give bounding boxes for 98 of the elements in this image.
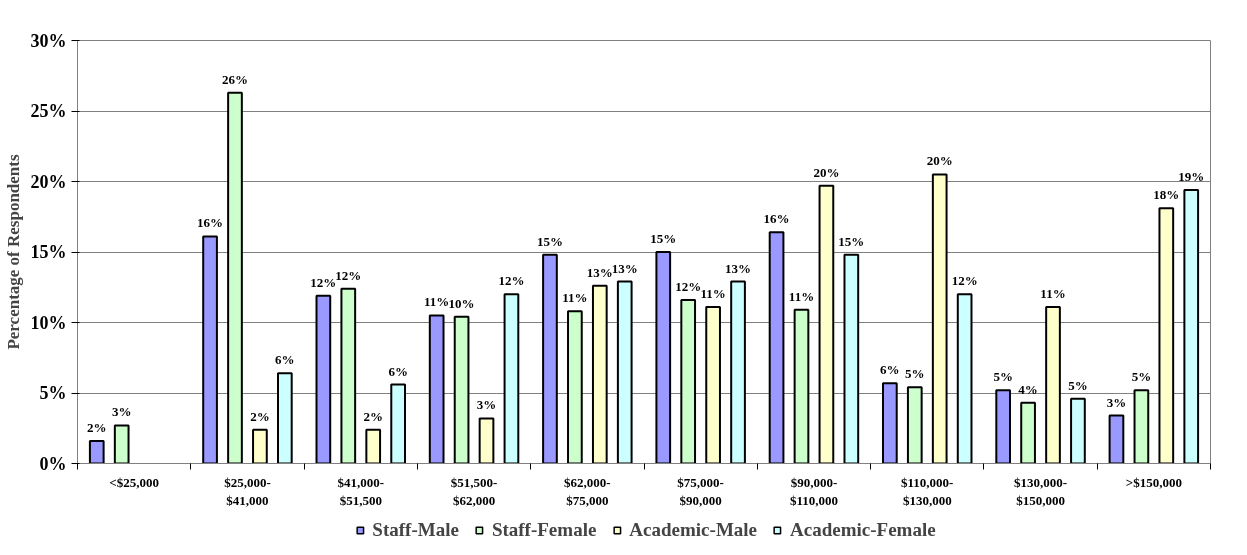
data-label: 26% (221, 71, 248, 87)
data-label: 16% (763, 211, 790, 227)
bar (793, 308, 810, 464)
x-tick-label: $41,000- $51,500 (337, 474, 385, 508)
bar (882, 382, 898, 464)
bar (227, 91, 243, 464)
bar (88, 439, 105, 464)
data-label: 13% (586, 264, 613, 280)
bar (202, 235, 218, 464)
data-label: 12% (675, 278, 702, 294)
bar (730, 280, 746, 464)
y-axis-title: Percentage of Respondents (3, 154, 23, 350)
bar (705, 305, 721, 464)
data-label: 11% (562, 290, 588, 306)
bar (365, 428, 382, 464)
x-tick-label: $90,000- $110,000 (789, 474, 838, 508)
bar (503, 293, 520, 464)
data-label: 3% (476, 397, 497, 413)
legend-label: Academic-Female (790, 519, 936, 541)
bar (931, 173, 948, 464)
data-label: 2% (250, 408, 270, 424)
bar (1070, 397, 1086, 464)
data-label: 6% (388, 363, 408, 379)
bar (906, 386, 923, 464)
bar (616, 280, 633, 464)
legend-label: Staff-Male (372, 519, 459, 541)
data-label: 4% (1018, 381, 1038, 397)
data-label: 12% (310, 274, 337, 290)
data-label: 12% (498, 273, 525, 289)
bar (1108, 414, 1125, 464)
bar (567, 310, 583, 464)
data-label: 2% (363, 408, 383, 424)
data-label: 19% (1178, 168, 1205, 184)
y-tick-label: 20% (30, 171, 67, 192)
y-tick-label: 5% (39, 383, 67, 403)
bar (478, 417, 495, 464)
data-label: 3% (1106, 394, 1127, 410)
data-label: 6% (275, 352, 295, 368)
x-tick-label: $130,000- $150,000 (1014, 474, 1068, 508)
bar (1183, 188, 1200, 464)
bar (542, 253, 558, 464)
x-tick-label: >$150,000 (1125, 474, 1182, 490)
data-label: 11% (700, 285, 726, 301)
data-label: 11% (1040, 285, 1066, 301)
data-label: 15% (650, 231, 677, 246)
data-label: 13% (611, 260, 638, 276)
bar (956, 293, 973, 464)
bar (1020, 401, 1036, 464)
data-label: 5% (905, 366, 925, 382)
bar (655, 251, 672, 464)
data-label: 5% (1131, 369, 1152, 385)
bar (1045, 305, 1061, 464)
bar (113, 424, 130, 464)
bar (315, 294, 332, 464)
bar (768, 231, 785, 464)
data-label: 15% (838, 233, 865, 249)
bar (390, 383, 406, 464)
data-label: 5% (993, 369, 1013, 385)
y-tick-label: 0% (39, 453, 67, 474)
data-label: 20% (926, 153, 953, 169)
x-tick-label: <$25,000 (109, 474, 159, 490)
bar (1158, 207, 1175, 464)
data-label: 11% (788, 288, 815, 304)
bar (453, 315, 470, 464)
data-label: 12% (951, 273, 978, 289)
x-tick-label: $110,000- $130,000 (901, 474, 954, 508)
bar (276, 372, 293, 464)
bar (818, 184, 835, 464)
legend-label: Staff-Female (491, 519, 597, 541)
data-label: 10% (448, 295, 475, 311)
bar (428, 314, 445, 464)
y-tick-label: 10% (30, 312, 67, 333)
bar (252, 428, 268, 464)
data-label: 11% (424, 294, 450, 310)
y-tick-label: 25% (30, 101, 67, 121)
data-label: 3% (111, 404, 132, 420)
data-label: 13% (725, 260, 752, 276)
data-label: 6% (880, 362, 900, 378)
data-label: 18% (1153, 187, 1180, 203)
x-tick-label: $51,500- $62,000 (450, 474, 498, 508)
data-label: 16% (197, 215, 224, 231)
bar (680, 298, 697, 464)
x-tick-label: $25,000- $41,000 (224, 474, 271, 508)
data-label: 15% (536, 233, 563, 249)
x-tick-label: $75,000- $90,000 (677, 474, 724, 508)
bar (340, 287, 357, 464)
bar (995, 389, 1012, 464)
data-label: 2% (87, 419, 107, 435)
data-label: 5% (1068, 377, 1088, 393)
bar (1133, 389, 1150, 464)
y-tick-label: 15% (30, 242, 67, 262)
data-label: 20% (813, 164, 840, 180)
bar (591, 284, 608, 464)
x-tick-label: $62,000- $75,000 (564, 474, 611, 508)
bar (843, 253, 860, 464)
data-label: 12% (335, 267, 362, 283)
y-tick-label: 30% (30, 30, 67, 51)
legend-label: Academic-Male (629, 519, 758, 541)
